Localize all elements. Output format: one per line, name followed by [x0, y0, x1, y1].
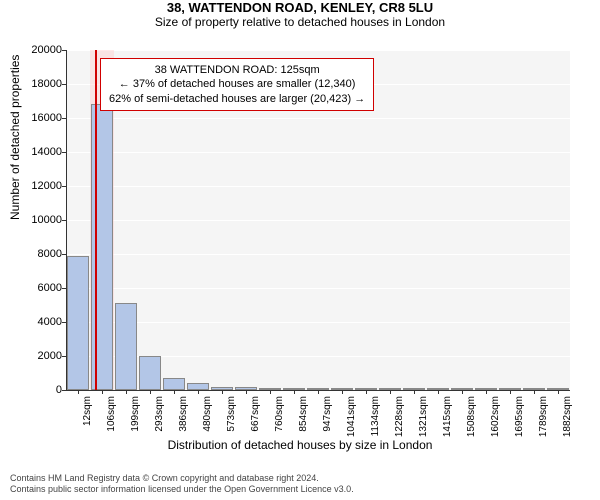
x-tick-label: 1041sqm [346, 396, 357, 440]
y-axis-line [66, 50, 67, 390]
x-tick-label: 1789sqm [538, 396, 549, 440]
x-tick-mark [222, 390, 223, 394]
grid-line [66, 186, 570, 187]
x-tick-mark [198, 390, 199, 394]
annotation-line2: ← 37% of detached houses are smaller (12… [109, 77, 365, 91]
x-tick-label: 106sqm [106, 396, 117, 440]
y-tick-mark [62, 186, 66, 187]
histogram-bar [187, 383, 209, 390]
attribution: Contains HM Land Registry data © Crown c… [10, 473, 590, 496]
x-tick-mark [174, 390, 175, 394]
y-tick-mark [62, 152, 66, 153]
x-tick-mark [366, 390, 367, 394]
x-tick-mark [438, 390, 439, 394]
y-tick-label: 4000 [12, 316, 62, 328]
chart-title: 38, WATTENDON ROAD, KENLEY, CR8 5LU [0, 0, 600, 15]
y-tick-label: 16000 [12, 112, 62, 124]
y-tick-label: 10000 [12, 214, 62, 226]
x-tick-label: 199sqm [130, 396, 141, 440]
x-tick-mark [270, 390, 271, 394]
x-tick-label: 1508sqm [466, 396, 477, 440]
y-tick-mark [62, 322, 66, 323]
histogram-bar [163, 378, 185, 390]
x-tick-label: 1228sqm [394, 396, 405, 440]
grid-line [66, 152, 570, 153]
x-tick-label: 1134sqm [370, 396, 381, 440]
grid-line [66, 118, 570, 119]
x-tick-label: 1882sqm [562, 396, 573, 440]
x-tick-mark [126, 390, 127, 394]
y-tick-mark [62, 390, 66, 391]
y-tick-mark [62, 50, 66, 51]
x-tick-label: 573sqm [226, 396, 237, 440]
y-tick-label: 12000 [12, 180, 62, 192]
attribution-line1: Contains HM Land Registry data © Crown c… [10, 473, 590, 485]
x-tick-label: 1695sqm [514, 396, 525, 440]
x-tick-label: 1602sqm [490, 396, 501, 440]
x-tick-mark [534, 390, 535, 394]
x-tick-mark [414, 390, 415, 394]
grid-line [66, 50, 570, 51]
x-tick-label: 667sqm [250, 396, 261, 440]
x-tick-mark [78, 390, 79, 394]
grid-line [66, 288, 570, 289]
grid-line [66, 220, 570, 221]
histogram-bar [139, 356, 161, 390]
x-tick-mark [486, 390, 487, 394]
annotation-line1: 38 WATTENDON ROAD: 125sqm [109, 63, 365, 77]
marker-line [95, 50, 97, 390]
y-tick-label: 14000 [12, 146, 62, 158]
x-tick-label: 760sqm [274, 396, 285, 440]
y-tick-label: 2000 [12, 350, 62, 362]
y-tick-label: 18000 [12, 78, 62, 90]
x-tick-label: 386sqm [178, 396, 189, 440]
y-tick-mark [62, 356, 66, 357]
x-tick-mark [558, 390, 559, 394]
x-tick-mark [510, 390, 511, 394]
x-tick-label: 480sqm [202, 396, 213, 440]
chart-subtitle: Size of property relative to detached ho… [0, 15, 600, 29]
y-tick-label: 20000 [12, 44, 62, 56]
histogram-bar [115, 303, 137, 390]
x-tick-label: 854sqm [298, 396, 309, 440]
x-tick-mark [102, 390, 103, 394]
chart-container: 38, WATTENDON ROAD, KENLEY, CR8 5LU Size… [0, 0, 600, 500]
x-tick-mark [294, 390, 295, 394]
histogram-bar [67, 256, 89, 390]
y-tick-mark [62, 84, 66, 85]
x-tick-mark [150, 390, 151, 394]
y-tick-mark [62, 220, 66, 221]
x-axis-label: Distribution of detached houses by size … [0, 438, 600, 452]
annotation-line3: 62% of semi-detached houses are larger (… [109, 92, 365, 106]
x-tick-mark [246, 390, 247, 394]
grid-line [66, 322, 570, 323]
y-tick-label: 8000 [12, 248, 62, 260]
y-tick-label: 6000 [12, 282, 62, 294]
x-tick-label: 12sqm [82, 396, 93, 440]
x-tick-label: 1321sqm [418, 396, 429, 440]
grid-line [66, 254, 570, 255]
x-tick-mark [342, 390, 343, 394]
x-tick-label: 1415sqm [442, 396, 453, 440]
x-tick-mark [462, 390, 463, 394]
x-tick-label: 947sqm [322, 396, 333, 440]
x-tick-label: 293sqm [154, 396, 165, 440]
y-tick-mark [62, 254, 66, 255]
annotation-box: 38 WATTENDON ROAD: 125sqm ← 37% of detac… [100, 58, 374, 111]
attribution-line2: Contains public sector information licen… [10, 484, 590, 496]
y-tick-label: 0 [12, 384, 62, 396]
x-tick-mark [390, 390, 391, 394]
y-tick-mark [62, 288, 66, 289]
x-tick-mark [318, 390, 319, 394]
y-tick-mark [62, 118, 66, 119]
